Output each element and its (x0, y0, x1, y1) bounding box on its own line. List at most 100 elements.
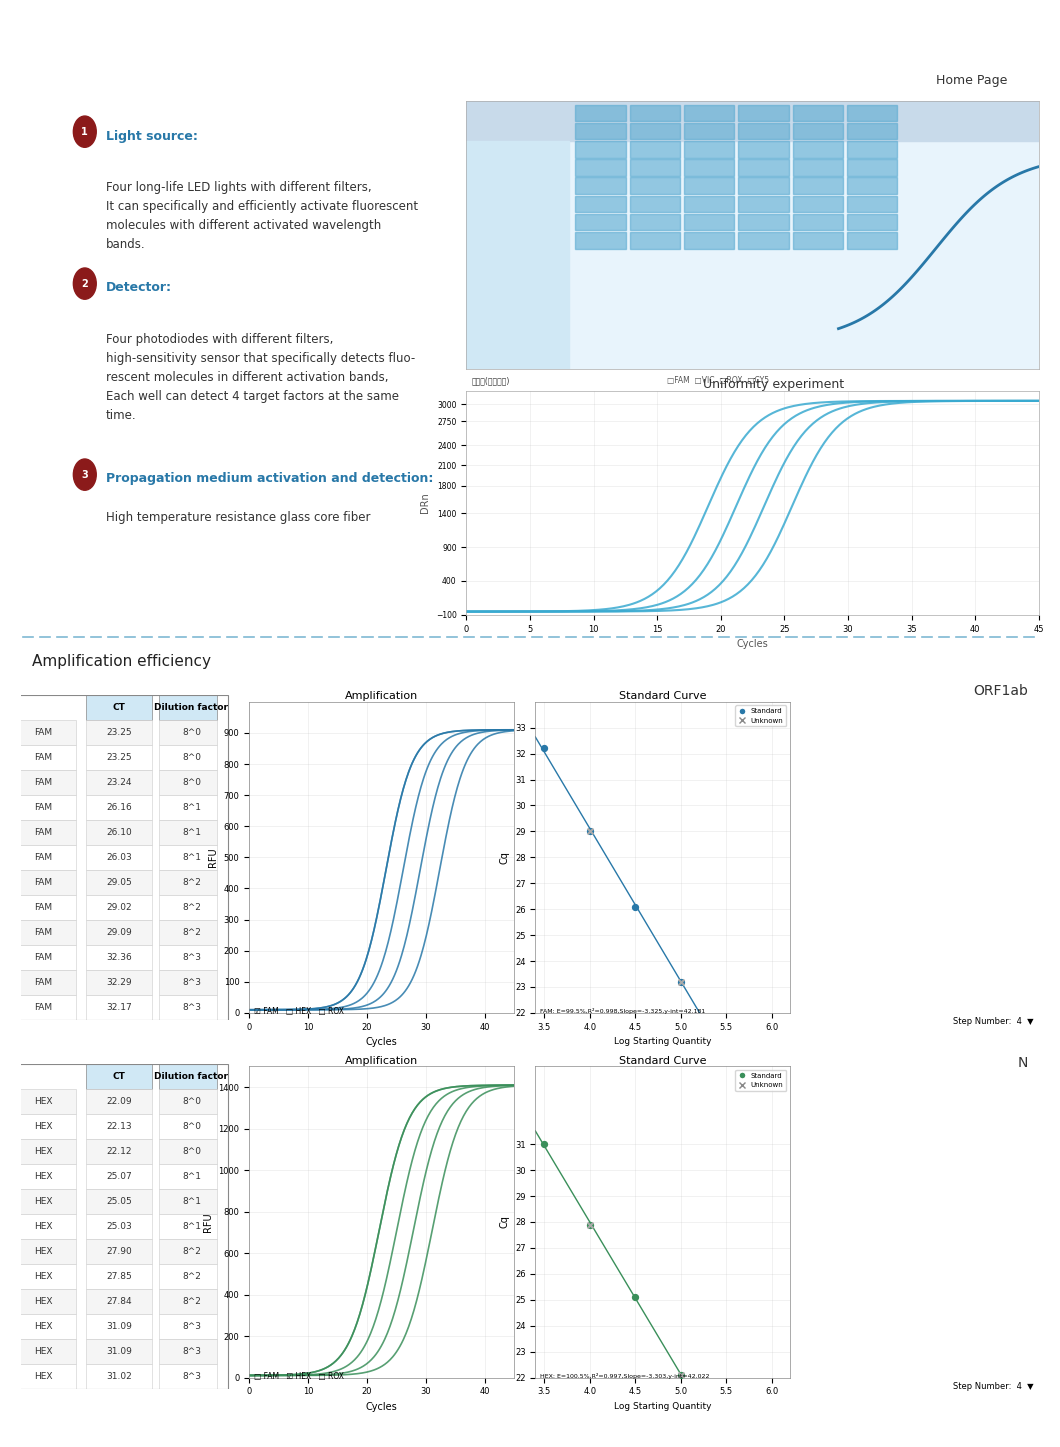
Standard (536, 737, 553, 760)
Text: ☑ FAM   □ HEX   □ ROX: ☑ FAM □ HEX □ ROX (254, 1007, 344, 1016)
Y-axis label: RFU: RFU (202, 1213, 213, 1231)
Text: 25.07: 25.07 (106, 1172, 131, 1181)
Text: 27.85: 27.85 (106, 1272, 131, 1281)
Text: 8^0: 8^0 (182, 1146, 201, 1156)
Text: FAM: FAM (34, 903, 52, 912)
Y-axis label: RFU: RFU (208, 848, 218, 867)
Bar (159, 770, 216, 794)
Text: Step Number:  4  ▼: Step Number: 4 ▼ (953, 1017, 1034, 1026)
Text: 29.02: 29.02 (106, 903, 131, 912)
Text: 26.03: 26.03 (106, 852, 131, 862)
Bar (11, 1314, 75, 1338)
Bar (87, 820, 152, 845)
Bar (159, 1289, 216, 1314)
Bar (87, 770, 152, 794)
Bar (847, 195, 898, 213)
Text: 29.05: 29.05 (106, 878, 131, 887)
Text: 32.29: 32.29 (106, 978, 131, 987)
Text: □FAM  □VIC  □ROX  □CY5: □FAM □VIC □ROX □CY5 (667, 376, 768, 385)
Bar (466, 142, 569, 369)
Text: 29.09: 29.09 (106, 928, 131, 938)
Bar (159, 794, 216, 820)
Text: 8^1: 8^1 (182, 852, 201, 862)
Text: HEX: HEX (34, 1197, 52, 1205)
Standard (626, 896, 643, 919)
Bar (684, 232, 735, 249)
X-axis label: Cycles: Cycles (366, 1402, 398, 1412)
Bar (576, 178, 625, 194)
Text: FAM: FAM (34, 878, 52, 887)
Text: Four long-life LED lights with different filters,
It can specifically and effici: Four long-life LED lights with different… (106, 181, 418, 250)
Bar (684, 214, 735, 230)
Text: HEX: HEX (34, 1221, 52, 1231)
Text: FAM: FAM (34, 978, 52, 987)
Text: 8^3: 8^3 (182, 954, 201, 962)
Y-axis label: DRn: DRn (420, 492, 430, 514)
Bar (847, 178, 898, 194)
Bar (630, 140, 679, 158)
Bar (11, 1214, 75, 1239)
Text: 26.10: 26.10 (106, 828, 131, 836)
Bar (630, 159, 679, 175)
X-axis label: Cycles: Cycles (737, 640, 768, 650)
Text: HEX: HEX (34, 1172, 52, 1181)
Standard (581, 1213, 598, 1236)
Text: 8^2: 8^2 (182, 1272, 200, 1281)
Text: HEX: E=100.5%,R²=0.997,Slope=-3.303,y-int=42.022: HEX: E=100.5%,R²=0.997,Slope=-3.303,y-in… (541, 1373, 710, 1379)
Bar (87, 1189, 152, 1214)
Bar (87, 920, 152, 945)
Bar (576, 104, 625, 122)
Unknown (672, 971, 689, 994)
Bar (630, 232, 679, 249)
Text: 22.13: 22.13 (106, 1121, 131, 1130)
Bar (11, 719, 75, 745)
Bar (11, 1139, 75, 1163)
Text: 23.25: 23.25 (106, 752, 131, 761)
Bar (159, 745, 216, 770)
Bar (159, 1139, 216, 1163)
Bar (11, 894, 75, 920)
Bar (11, 794, 75, 820)
X-axis label: Log Starting Quantity: Log Starting Quantity (614, 1402, 711, 1411)
Bar (87, 945, 152, 969)
Text: 23.25: 23.25 (106, 728, 131, 737)
Bar (738, 214, 789, 230)
Text: HEX: HEX (34, 1372, 52, 1380)
Bar (87, 719, 152, 745)
Text: 8^2: 8^2 (182, 928, 200, 938)
Bar (87, 996, 152, 1020)
Bar (576, 140, 625, 158)
Text: Four photodiodes with different filters,
high-sensitivity sensor that specifical: Four photodiodes with different filters,… (106, 333, 416, 423)
Bar (87, 745, 152, 770)
Bar (11, 845, 75, 870)
Text: FAM: FAM (34, 828, 52, 836)
Bar (847, 232, 898, 249)
Bar (159, 1114, 216, 1139)
Text: CT: CT (112, 703, 125, 712)
Bar (159, 1064, 216, 1088)
Bar (159, 845, 216, 870)
Text: 8^2: 8^2 (182, 903, 200, 912)
X-axis label: Cycles: Cycles (366, 1037, 398, 1048)
Text: FAM: FAM (34, 1003, 52, 1011)
Bar (159, 1214, 216, 1239)
Bar (793, 232, 843, 249)
Bar (11, 820, 75, 845)
Standard (672, 971, 689, 994)
Bar (87, 1289, 152, 1314)
Circle shape (73, 268, 96, 300)
Text: CT: CT (112, 1072, 125, 1081)
Bar (11, 770, 75, 794)
Bar (684, 140, 735, 158)
Bar (738, 195, 789, 213)
Text: 8^3: 8^3 (182, 978, 201, 987)
Text: Home Page: Home Page (936, 74, 1007, 87)
Text: 22.12: 22.12 (106, 1146, 131, 1156)
Text: 8^1: 8^1 (182, 803, 201, 812)
Y-axis label: Cq: Cq (499, 851, 509, 864)
Unknown (581, 1213, 598, 1236)
Bar (11, 945, 75, 969)
Text: FAM: FAM (34, 803, 52, 812)
Bar (793, 159, 843, 175)
Text: Step Number:  4  ▼: Step Number: 4 ▼ (953, 1382, 1034, 1391)
